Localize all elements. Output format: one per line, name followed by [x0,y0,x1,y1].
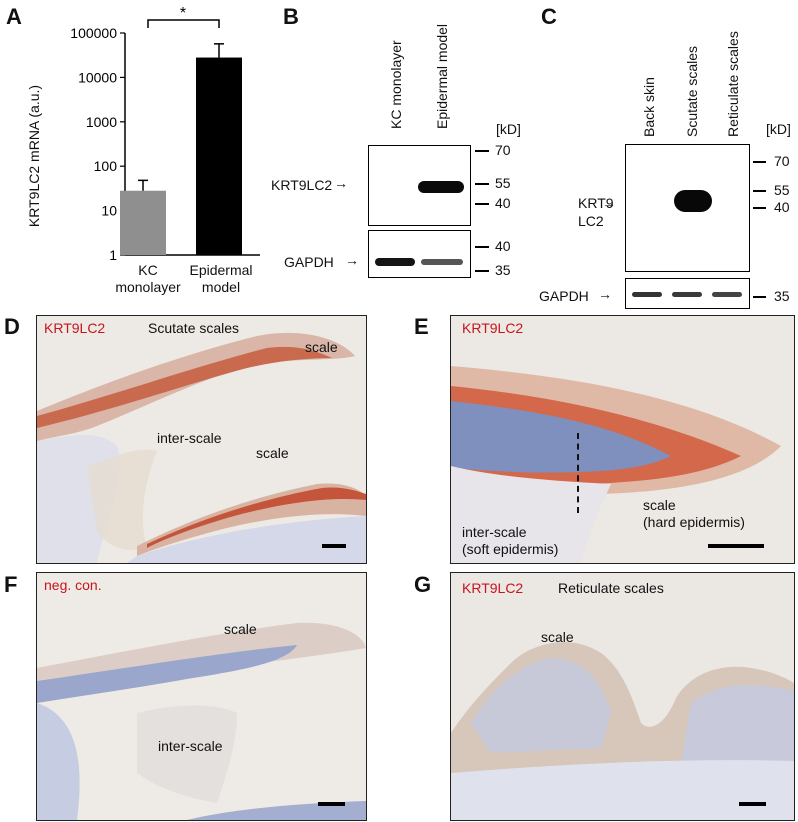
y-tick-label: 10 [101,203,117,219]
lane-label: Back skin [641,77,657,137]
significance-bracket [147,19,220,28]
panel-label-a: A [6,4,22,29]
protein-band [672,292,702,297]
lane-label: KC monolayer [388,40,404,129]
marker-label: 55 [495,175,511,191]
kd-label: [kD] [496,121,521,137]
panel-label-g: G [414,572,432,597]
micrograph-detail [450,315,795,564]
stain-label: neg. con. [44,577,102,593]
stain-label: KRT9LC2 [462,320,524,336]
marker-label: 40 [495,238,511,254]
blot-gapdh [625,278,750,309]
bar [120,190,166,255]
significance-star: * [180,5,186,22]
protein-band [712,292,742,297]
arrow-right-icon: → [345,252,359,268]
marker-label: 35 [774,288,790,304]
blot-row-label: GAPDH [284,254,334,270]
region-label: inter-scale [157,430,222,446]
micrograph-scutate [36,315,367,564]
marker-tick [753,161,766,163]
tissue-image [37,332,366,563]
arrow-right-icon: → [334,175,348,191]
marker-tick [753,207,766,209]
panel-label-c: C [541,4,557,29]
stain-label: KRT9LC2 [462,580,524,596]
blot-krt9lc2 [368,145,471,226]
panel-label-b: B [283,4,299,29]
arrow-right-icon: → [602,195,616,211]
x-tick-line2: monolayer [115,279,181,295]
x-tick-line1: Epidermal [189,262,253,278]
y-tick-label: 1 [109,247,117,263]
lane-label: Epidermal model [434,23,450,129]
tissue-title: Scutate scales [148,320,240,336]
boundary-line [577,433,579,513]
blot-row-label: KRT9LC2 [271,177,333,193]
arrow-right-icon: → [598,286,612,302]
tissue-image [451,366,781,563]
tissue-title: Reticulate scales [558,580,664,596]
lane-label: Scutate scales [684,45,700,137]
kd-label: [kD] [766,121,791,137]
marker-tick [475,203,489,205]
protein-band [375,258,415,266]
scale-bar [318,802,345,806]
marker-tick [475,183,489,185]
marker-label: 40 [495,195,511,211]
region-label: scale [541,629,574,645]
tissue-image [37,622,366,820]
marker-tick [475,246,489,248]
stain-label: KRT9LC2 [44,320,106,336]
blot-row-label: LC2 [578,213,604,229]
scale-bar [322,544,346,548]
region-label: scale [305,339,338,355]
blot-row-label: GAPDH [539,288,589,304]
blot-row-label: KRT9 [578,195,614,211]
tissue-image [451,642,794,820]
protein-band [674,190,712,212]
y-tick-label: 10000 [78,69,117,85]
marker-label: 35 [495,262,511,278]
bar-chart: 100000 10000 1000 100 10 1 * [70,5,260,263]
y-tick-label: 100 [94,158,118,174]
region-label: inter-scale [158,738,223,754]
marker-tick [753,190,766,192]
scale-bar [739,802,766,806]
marker-tick [475,270,489,272]
marker-label: 40 [774,199,790,215]
x-tick-line2: model [201,279,241,295]
protein-band [421,259,463,265]
region-label: scale [643,497,676,513]
protein-band [418,181,464,193]
y-tick-label: 1000 [86,114,117,130]
bar [196,57,242,255]
region-label: (soft epidermis) [462,541,559,557]
region-label: scale [256,445,289,461]
marker-label: 70 [774,153,790,169]
marker-label: 70 [495,142,511,158]
x-tick-line1: KC [138,262,158,278]
lane-label: Reticulate scales [725,31,741,137]
marker-tick [475,150,489,152]
panel-label-f: F [4,572,18,597]
scale-bar [708,544,764,548]
marker-label: 55 [774,182,790,198]
panel-label-e: E [414,314,429,339]
panel-label-d: D [4,314,20,339]
micrograph-negative-control [36,572,367,821]
y-tick-label: 100000 [70,25,117,41]
region-label: (hard epidermis) [643,514,745,530]
region-label: inter-scale [462,524,527,540]
blot-gapdh [368,230,471,278]
region-label: scale [224,621,257,637]
blot-krt9lc2 [625,144,750,272]
protein-band [632,292,662,297]
micrograph-reticulate [450,572,795,821]
marker-tick [753,296,766,298]
